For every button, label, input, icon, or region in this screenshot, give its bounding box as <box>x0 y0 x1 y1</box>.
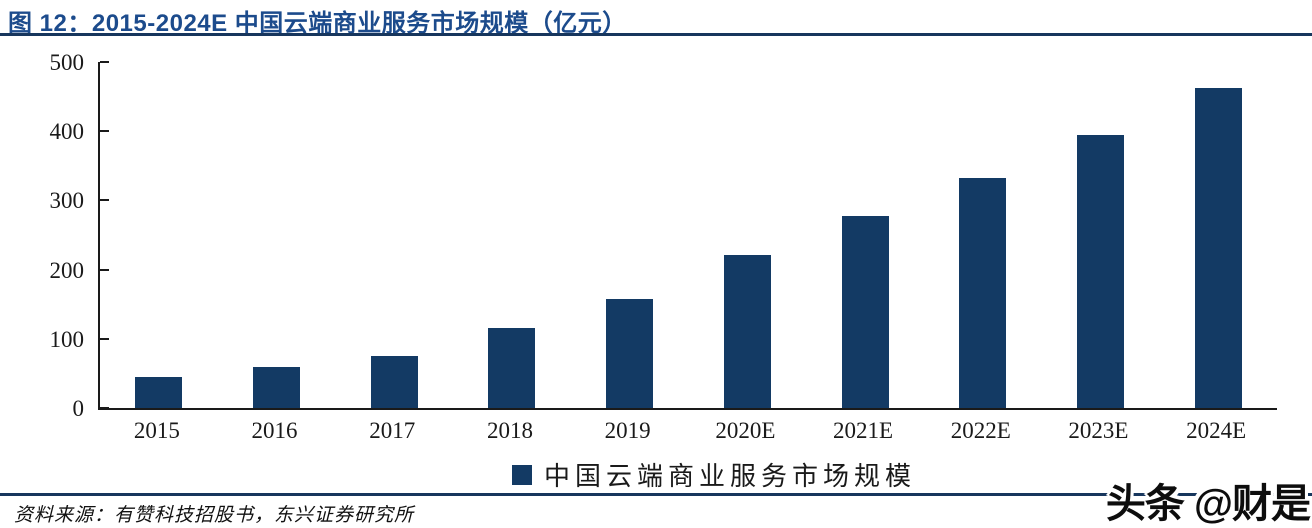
y-axis-label: 0 <box>72 396 85 421</box>
x-axis-label: 2023E <box>1068 418 1129 443</box>
title-divider <box>0 33 1312 36</box>
y-axis-label: 200 <box>49 257 85 283</box>
y-axis-tick <box>100 130 109 133</box>
x-axis-label: 2015 <box>133 418 180 443</box>
bar-2015 <box>135 376 183 408</box>
legend-swatch <box>512 464 532 485</box>
bar-2021E <box>841 216 889 408</box>
y-axis-label: 300 <box>49 188 85 214</box>
bar-2023E <box>1076 135 1124 408</box>
y-axis-tick <box>100 268 109 271</box>
x-axis-label: 2018 <box>486 418 533 443</box>
source-divider <box>0 493 1312 496</box>
x-axis-label: 2022E <box>950 418 1011 443</box>
x-axis-label: 2019 <box>604 418 651 443</box>
y-axis-label: 400 <box>49 119 85 145</box>
bar-2018 <box>488 327 536 408</box>
x-axis-label: 2020E <box>715 418 776 443</box>
bar-2016 <box>253 367 301 408</box>
y-axis-label: 500 <box>49 50 85 75</box>
bar-2024E <box>1194 87 1242 408</box>
x-axis-label: 2017 <box>369 418 416 443</box>
legend-label: 中国云端商业服务市场规模 <box>544 462 917 491</box>
bar-2017 <box>370 356 418 408</box>
y-axis-tick <box>100 61 109 63</box>
x-axis-label: 2021E <box>833 418 894 443</box>
watermark: 头条 @财是 <box>1105 482 1311 526</box>
chart-legend: 中国云端商业服务市场规模 <box>512 456 916 493</box>
bar-chart-plot-area <box>98 61 1277 410</box>
x-axis-label: 2016 <box>251 418 298 443</box>
y-axis-tick <box>100 199 109 202</box>
x-axis-label: 2024E <box>1186 418 1247 443</box>
figure-title: 图 12：2015-2024E 中国云端商业服务市场规模（亿元） <box>8 10 627 37</box>
bar-2020E <box>723 255 771 408</box>
bar-2022E <box>959 177 1007 408</box>
source-note: 资料来源：有赞科技招股书，东兴证券研究所 <box>14 505 415 526</box>
y-axis-tick <box>100 337 109 340</box>
y-axis-tick <box>100 407 109 409</box>
y-axis-label: 100 <box>49 326 85 352</box>
bar-2019 <box>606 299 654 408</box>
